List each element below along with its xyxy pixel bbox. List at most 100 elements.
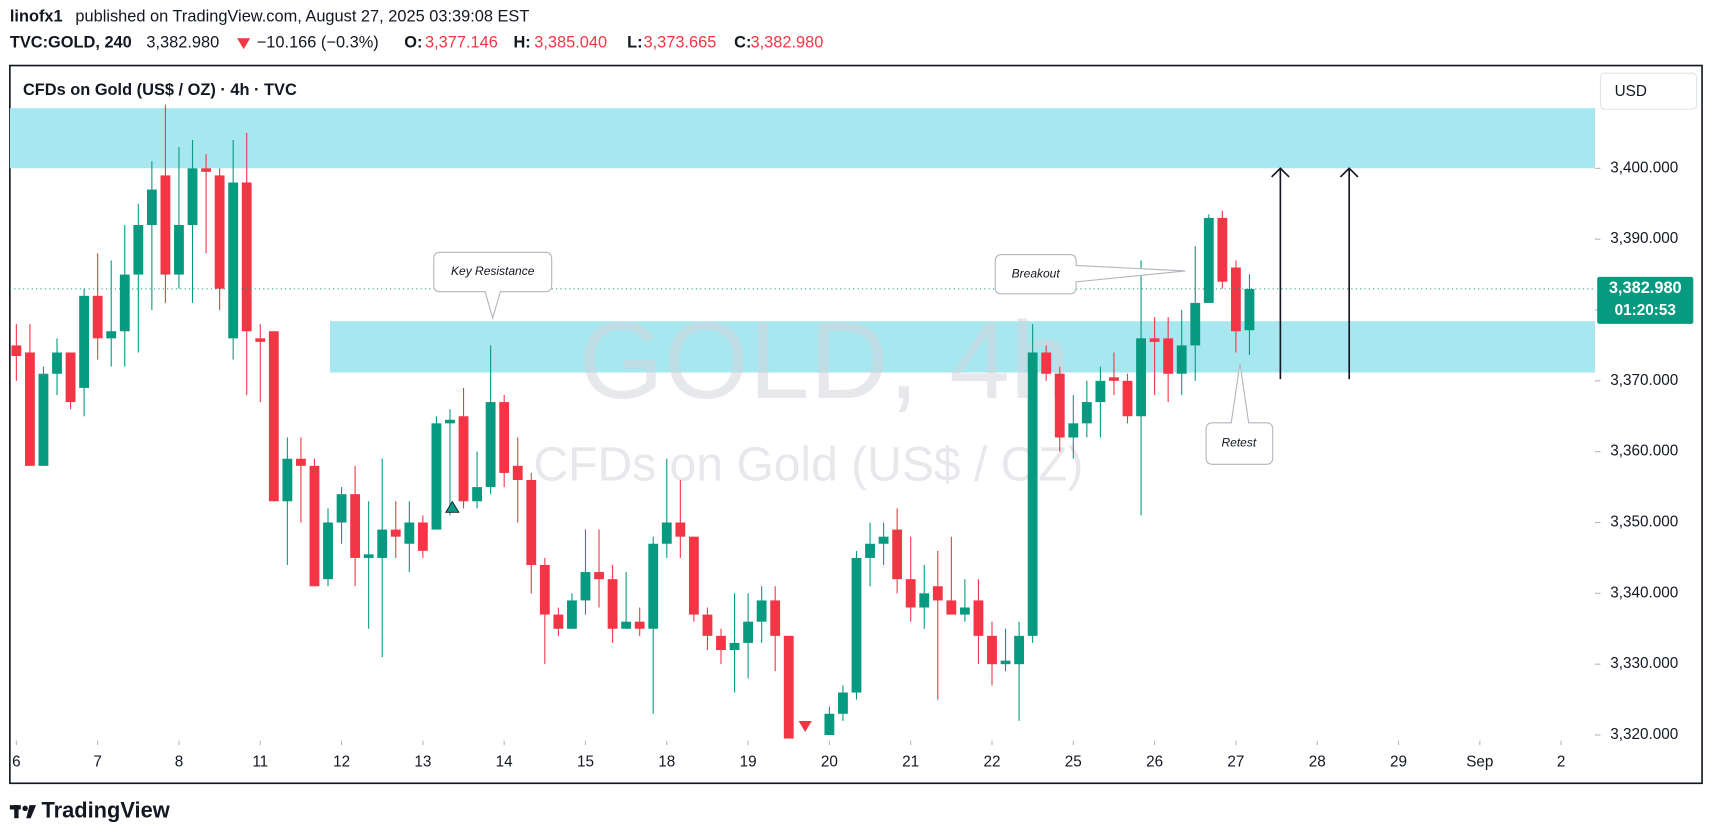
candle-body: [621, 621, 632, 629]
candle-body: [1041, 352, 1052, 374]
candle-body: [1244, 288, 1255, 331]
candle-body: [1149, 338, 1160, 342]
signal-up: [444, 500, 460, 513]
x-tick-label: Sep: [1466, 754, 1493, 771]
candle-body: [38, 373, 49, 466]
quote-line: TVC:GOLD, 240 3,382.980 −10.166 (−0.3%) …: [10, 34, 824, 52]
candle-body: [865, 543, 875, 558]
brand: TradingView: [42, 797, 171, 822]
ohlc-label: O:: [404, 34, 422, 52]
ohlc-value: 3,373.665: [643, 34, 716, 52]
candle-body: [932, 586, 943, 601]
candle-body: [187, 168, 198, 225]
currency-button[interactable]: [1599, 72, 1698, 110]
ohlc-label: H:: [513, 34, 530, 52]
currency[interactable]: USD: [1615, 83, 1647, 100]
annotation: Breakout: [1012, 266, 1061, 280]
candle-body: [458, 416, 469, 502]
ohlc-label: L:: [627, 34, 642, 52]
candle-body: [390, 529, 401, 537]
candle-body: [838, 692, 848, 714]
y-tick-label: 3,340.000: [1610, 584, 1678, 601]
x-tick-label: 22: [983, 754, 1000, 771]
x-tick-label: 27: [1227, 754, 1244, 771]
callouts: [433, 251, 1274, 465]
ohlc-value: 3,377.146: [425, 34, 498, 52]
signal-down: [798, 721, 812, 732]
y-tick-label: 3,390.000: [1610, 230, 1678, 247]
x-tick-label: 20: [821, 754, 838, 771]
candle-body: [878, 536, 889, 544]
y-tick-label: 3,370.000: [1610, 372, 1678, 389]
candle-body: [716, 635, 726, 651]
candle-body: [309, 465, 320, 587]
candle-body: [987, 635, 997, 665]
symbol: TVC:GOLD, 240: [10, 34, 132, 52]
ohlc-value: 3,382.980: [751, 34, 824, 52]
candle-body: [174, 224, 184, 275]
candle-body: [959, 607, 970, 615]
candle-body: [92, 295, 103, 339]
candle-body: [1163, 338, 1174, 374]
candle-body: [512, 465, 523, 481]
candle-body: [1136, 338, 1146, 417]
candle-body: [919, 593, 930, 608]
price: 3,382.980: [146, 34, 219, 52]
candle-body: [499, 402, 510, 473]
publish-line: linofx1 published on TradingView.com, Au…: [10, 8, 530, 26]
candle-body: [146, 189, 157, 225]
candle-body: [485, 402, 496, 488]
x-tick-label: 28: [1309, 754, 1326, 771]
candle-body: [445, 419, 455, 424]
candle-body: [65, 352, 76, 403]
axes: 3,320.000 3,330.000 3,340.000 3,350.000 3,36…: [9, 159, 1694, 771]
candle-body: [1000, 660, 1011, 665]
candle-body: [79, 295, 90, 388]
candle-body: [661, 522, 672, 544]
candle-body: [526, 480, 537, 566]
candle-body: [1095, 380, 1106, 403]
x-tick-label: 6: [12, 754, 21, 771]
candle-body: [702, 614, 713, 636]
x-tick-label: 2: [1557, 754, 1566, 771]
x-tick-label: 13: [414, 754, 431, 771]
candle-body: [106, 331, 117, 339]
x-tick-label: 18: [658, 754, 675, 771]
candle-body: [431, 423, 442, 530]
y-tick-label: 3,350.000: [1610, 514, 1678, 531]
candle-body: [404, 522, 415, 544]
ohlc-label: C:: [734, 34, 751, 52]
x-tick-label: 15: [577, 754, 594, 771]
y-tick-label: 3,330.000: [1610, 655, 1678, 672]
candle-body: [594, 572, 604, 580]
candle-body: [1203, 217, 1214, 303]
y-tick-label: 3,320.000: [1610, 726, 1678, 743]
annotation: Key Resistance: [451, 264, 535, 278]
candle-body: [1176, 345, 1187, 374]
ohlc-value: 3,385.040: [534, 34, 607, 52]
candle-body: [1190, 302, 1201, 346]
candle-body: [729, 642, 740, 651]
target-arrows: [1271, 167, 1359, 380]
candle-body: [472, 487, 482, 502]
candle-body: [580, 572, 591, 601]
candle-body: [241, 182, 252, 332]
candle-body: [1014, 635, 1025, 665]
candle-body: [634, 621, 645, 629]
x-tick-label: 25: [1065, 754, 1082, 771]
candle-body: [973, 600, 984, 636]
candle-body: [350, 494, 361, 558]
candles: [11, 104, 1255, 739]
author: linofx1: [10, 8, 63, 26]
candle-body: [255, 338, 266, 342]
candle-body: [1122, 380, 1133, 417]
candle-body: [323, 522, 333, 580]
candle-body: [1027, 352, 1038, 636]
x-tick-label: 19: [740, 754, 757, 771]
candle-body: [160, 175, 171, 275]
last-price-box: [1597, 276, 1694, 324]
candle-body: [851, 557, 862, 693]
candle-body: [675, 522, 686, 537]
